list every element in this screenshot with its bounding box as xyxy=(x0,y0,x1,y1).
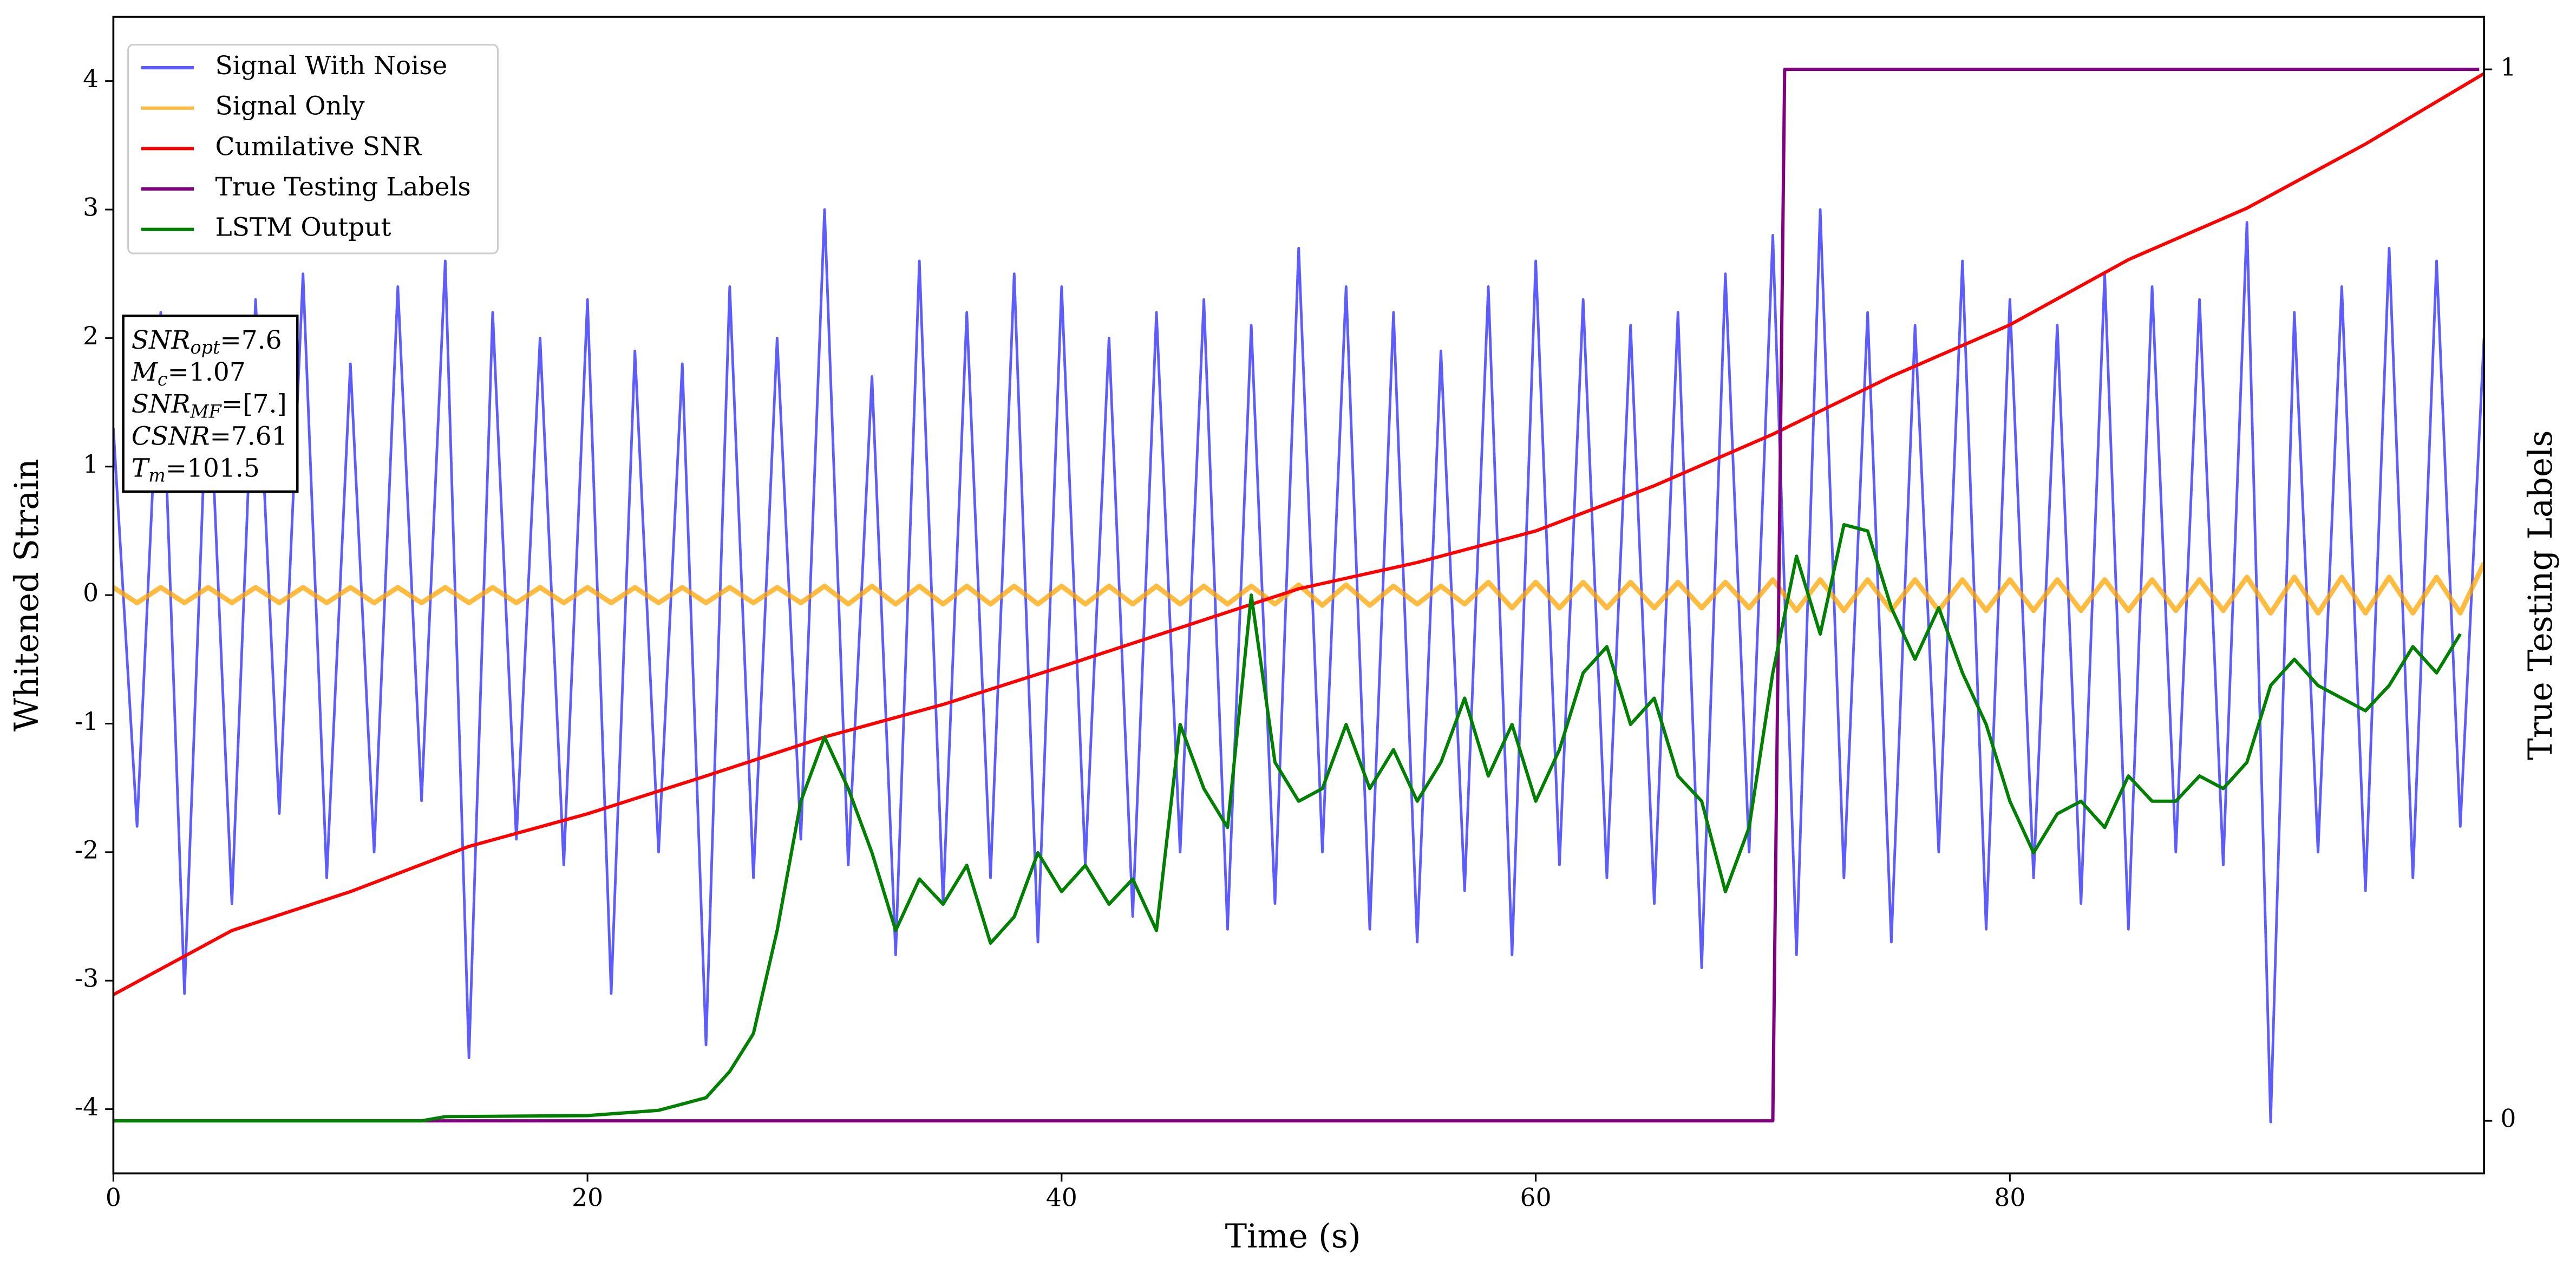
series-line xyxy=(113,68,2480,1123)
x-tick-label: 20 xyxy=(572,1183,603,1212)
series-line xyxy=(113,561,2485,616)
legend-label: Signal With Noise xyxy=(215,51,448,81)
x-axis-label: Time (s) xyxy=(1225,1218,1361,1256)
legend-label: LSTM Output xyxy=(215,213,391,243)
y-axis-label: Whitened Strain xyxy=(8,459,46,731)
legend-box xyxy=(127,44,499,254)
y-tick-label: -2 xyxy=(75,835,99,864)
y-tick-label: -1 xyxy=(75,707,99,736)
annotation: Tm=101.5 xyxy=(132,454,260,486)
legend-label: Cumilative SNR xyxy=(215,132,423,161)
annotation: Mc=1.07 xyxy=(131,357,246,390)
series-line xyxy=(113,522,2462,1123)
y2-tick-label: 0 xyxy=(2500,1105,2516,1133)
x-tick-label: 0 xyxy=(106,1183,121,1212)
y-tick-label: 3 xyxy=(83,193,99,222)
x-tick-label: 60 xyxy=(1520,1183,1552,1212)
annotation: SNRMF=[7.] xyxy=(132,389,287,422)
y2-axis-label: True Testing Labels xyxy=(2522,430,2560,760)
y-tick-label: 2 xyxy=(83,322,99,350)
annotation: SNRopt=7.6 xyxy=(132,325,282,358)
x-tick-label: 80 xyxy=(1994,1183,2025,1212)
series-line xyxy=(113,208,2485,1123)
series-line xyxy=(113,72,2485,996)
legend-label: Signal Only xyxy=(215,92,365,121)
y-tick-label: -4 xyxy=(75,1093,99,1121)
y-tick-label: -3 xyxy=(75,964,99,993)
annotation: CSNR=7.61 xyxy=(132,421,288,451)
x-tick-label: 40 xyxy=(1046,1183,1077,1212)
y2-tick-label: 1 xyxy=(2500,53,2516,82)
plot-area xyxy=(113,68,2485,1123)
legend-label: True Testing Labels xyxy=(215,172,471,202)
y-tick-label: 4 xyxy=(83,64,99,93)
annotation-box xyxy=(122,314,299,493)
y-tick-label: 0 xyxy=(83,579,99,607)
y-tick-label: 1 xyxy=(83,450,99,479)
